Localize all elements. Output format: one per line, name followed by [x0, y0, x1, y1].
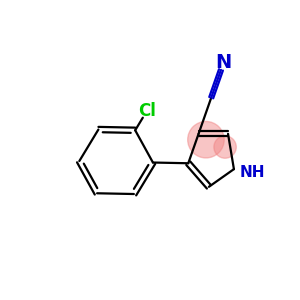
Circle shape	[188, 122, 224, 158]
Text: N: N	[215, 53, 232, 72]
Circle shape	[214, 136, 236, 158]
Text: NH: NH	[239, 165, 265, 180]
Text: Cl: Cl	[138, 102, 156, 120]
